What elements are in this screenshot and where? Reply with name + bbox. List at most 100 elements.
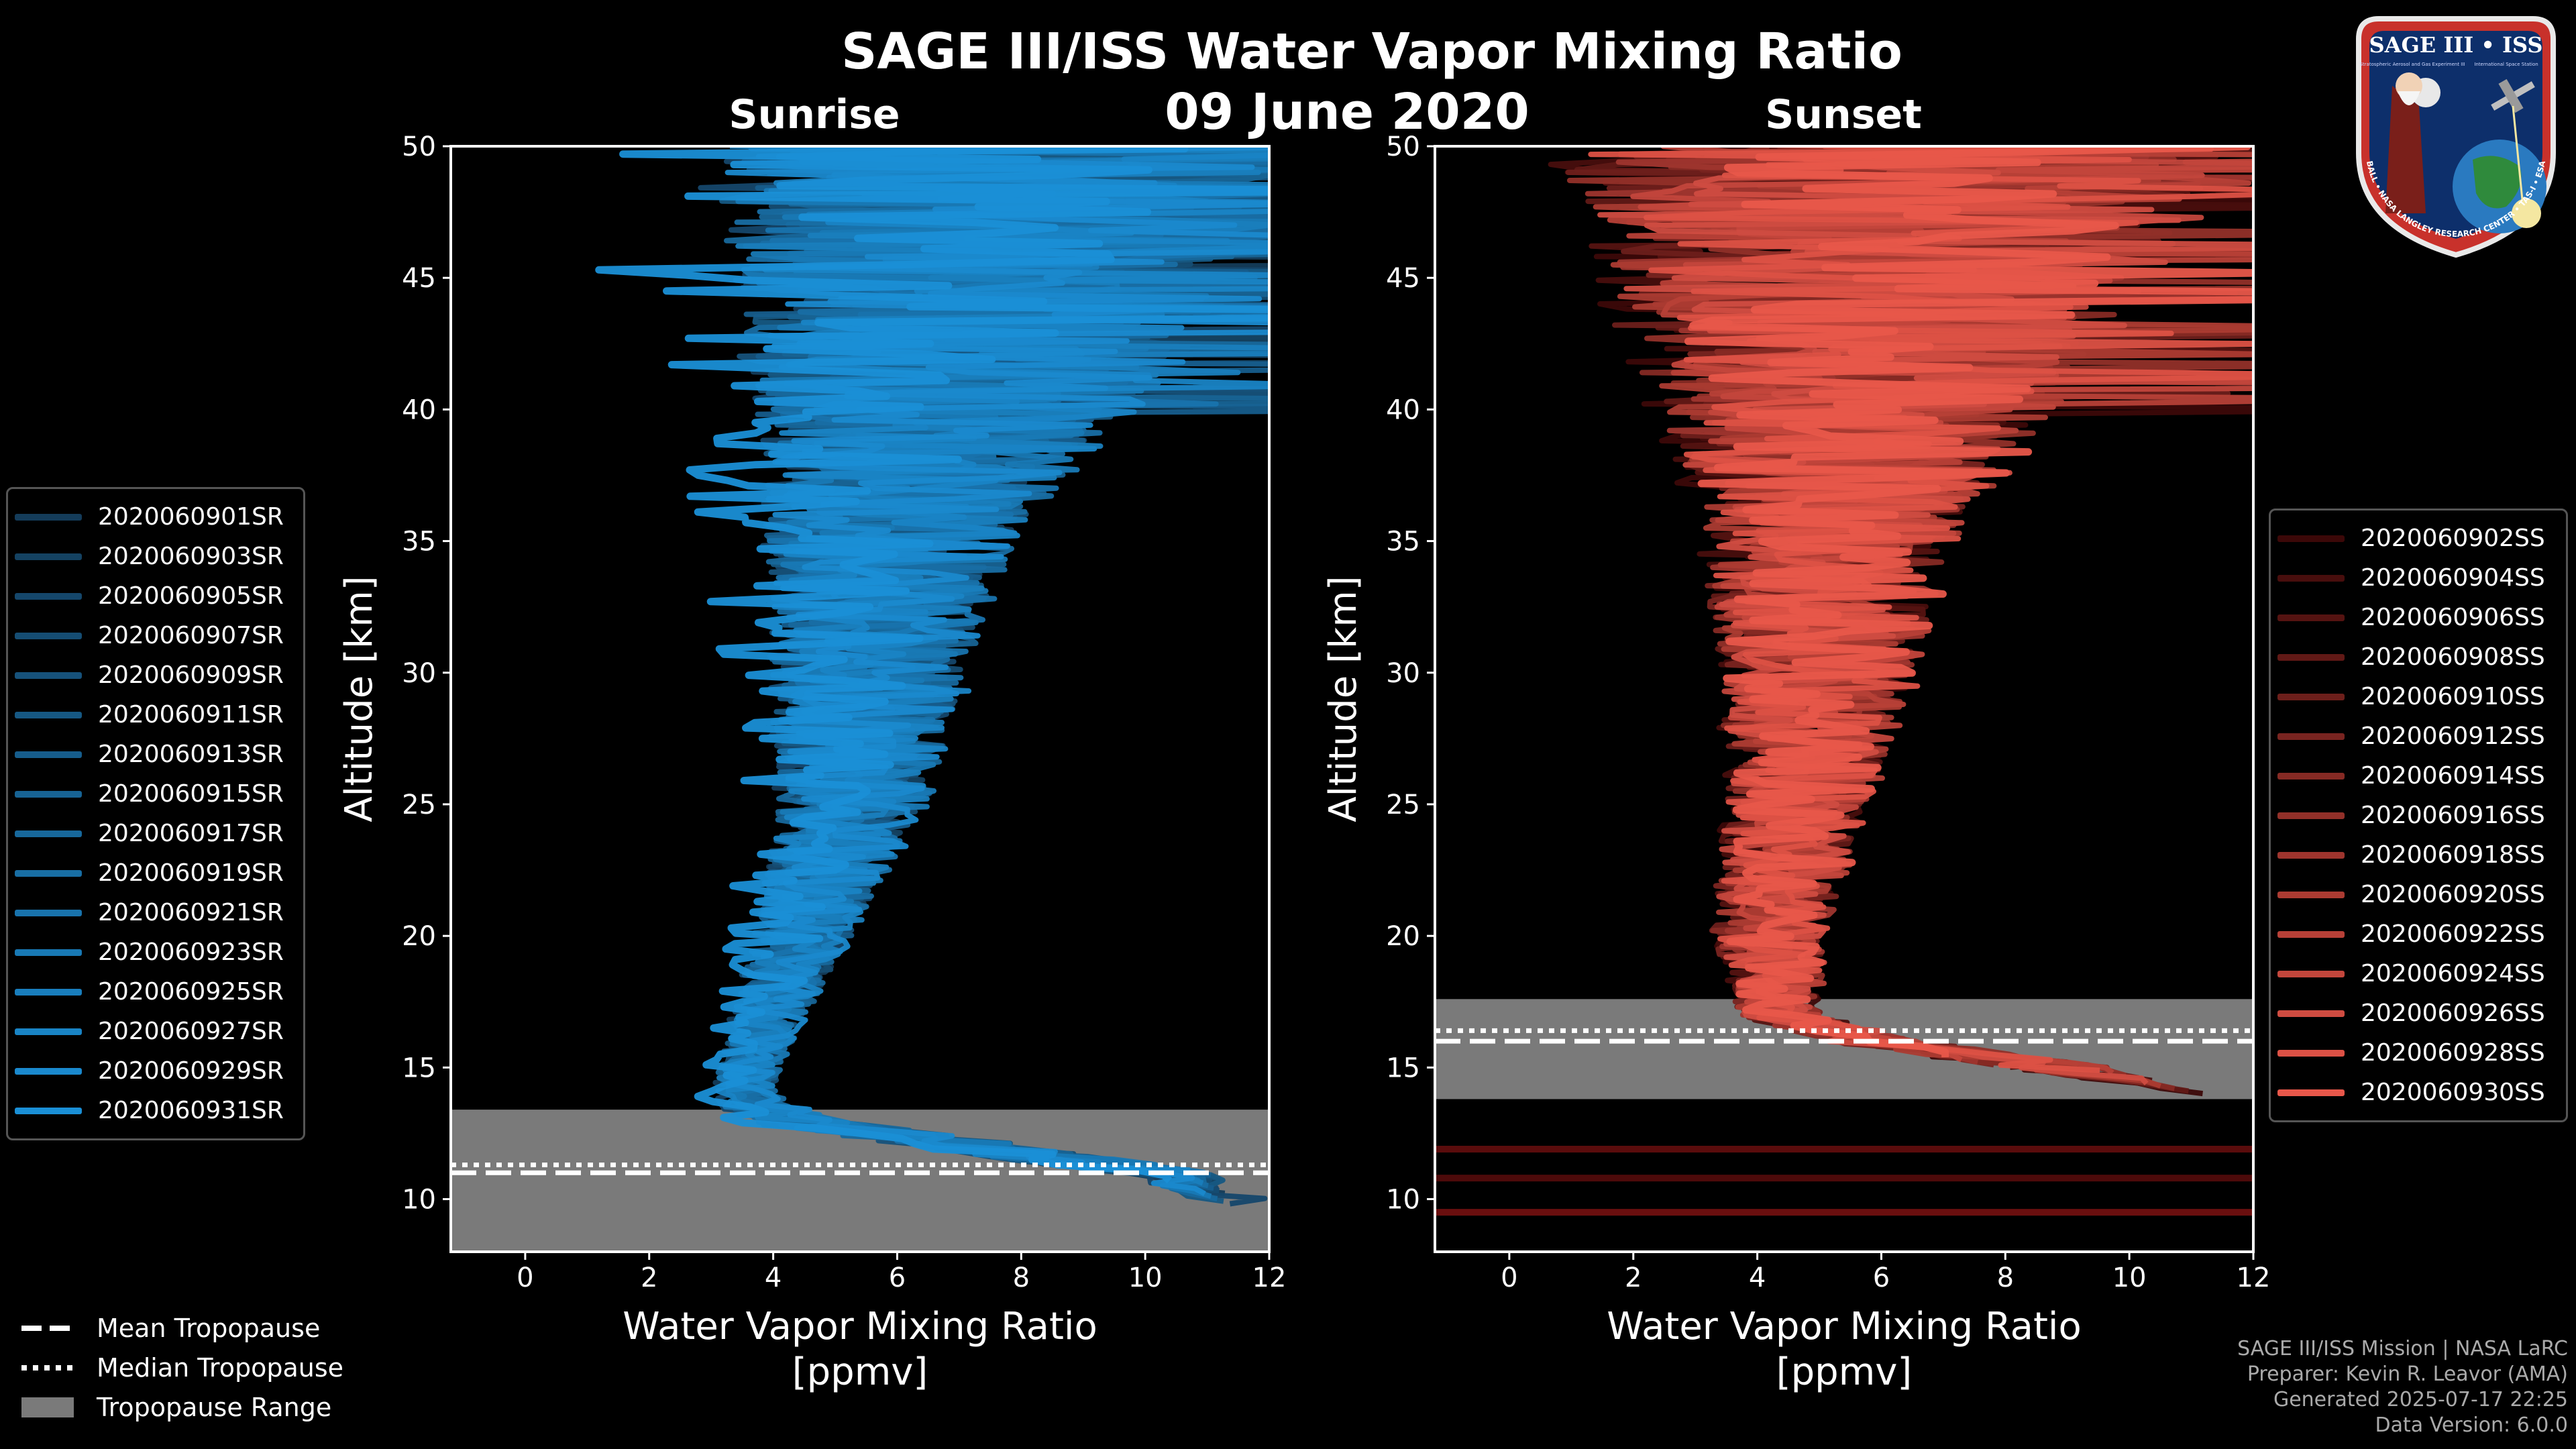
median-tropopause-swatch (21, 1364, 74, 1371)
sunset-legend-item: 2020060902SS (2277, 519, 2559, 558)
sunset-legend-item: 2020060904SS (2277, 558, 2559, 598)
sunset-legend-swatch (2277, 733, 2345, 740)
sunset-legend-swatch (2277, 970, 2345, 977)
tropopause-range-swatch (21, 1397, 74, 1417)
sunset-legend-label: 2020060910SS (2361, 683, 2545, 710)
sunrise-legend-item: 2020060929SR (15, 1051, 297, 1091)
sunrise-legend-item: 2020060921SR (15, 893, 297, 932)
sunset-legend-label: 2020060920SS (2361, 881, 2545, 908)
sunrise-legend-swatch (15, 909, 82, 916)
sunset-legend-swatch (2277, 535, 2345, 542)
mean-tropopause-label: Mean Tropopause (97, 1313, 321, 1343)
median-tropopause-label: Median Tropopause (97, 1352, 343, 1383)
sunrise-legend-item: 2020060931SR (15, 1091, 297, 1130)
sunrise-legend-item: 2020060919SR (15, 853, 297, 893)
sunset-legend-item: 2020060930SS (2277, 1073, 2559, 1112)
sunset-y-tick-label: 25 (1386, 790, 1420, 820)
sunrise-legend-swatch (15, 553, 82, 560)
sunrise-x-tick-label: 8 (1013, 1263, 1030, 1293)
sunrise-series-group (451, 146, 1269, 1252)
sunset-legend-label: 2020060928SS (2361, 1039, 2545, 1067)
footer-preparer: Preparer: Kevin R. Leavor (AMA) (2247, 1362, 2568, 1386)
sunset-x-axis-unit: [ppmv] (1776, 1350, 1912, 1394)
sunrise-legend-swatch (15, 632, 82, 639)
sunrise-y-tick-label: 20 (402, 921, 436, 952)
tropopause-legend-range: Tropopause Range (20, 1387, 343, 1427)
sunrise-legend-label: 2020060915SR (98, 780, 284, 808)
sunrise-y-tick-label: 10 (402, 1185, 436, 1216)
sunset-y-tick-label: 10 (1386, 1185, 1420, 1216)
sunset-x-axis-label: Water Vapor Mixing Ratio (1607, 1305, 2081, 1348)
sunrise-legend-item: 2020060917SR (15, 814, 297, 853)
sunset-legend-swatch (2277, 891, 2345, 898)
sunset-legend-item: 2020060918SS (2277, 835, 2559, 875)
sunrise-legend-item: 2020060925SR (15, 972, 297, 1012)
sunrise-legend-swatch (15, 1067, 82, 1075)
sunset-legend-swatch (2277, 812, 2345, 819)
sunset-y-axis-label: Altitude [km] (1322, 576, 1365, 822)
sunset-legend-label: 2020060912SS (2361, 722, 2545, 750)
sunset-legend-swatch (2277, 653, 2345, 661)
sunrise-legend: 2020060901SR 2020060903SR 2020060905SR 2020… (6, 487, 305, 1140)
sunrise-y-tick-label: 35 (402, 527, 436, 557)
sunset-legend-swatch (2277, 1089, 2345, 1096)
footer-generated: Generated 2025-07-17 22:25 (2273, 1388, 2568, 1411)
sunset-legend-item: 2020060906SS (2277, 598, 2559, 637)
sunrise-legend-swatch (15, 1107, 82, 1114)
sunrise-legend-swatch (15, 1028, 82, 1035)
sunrise-y-tick-label: 50 (402, 131, 436, 162)
sunset-legend-swatch (2277, 1010, 2345, 1017)
sunrise-x-tick-label: 4 (765, 1263, 782, 1293)
sunrise-legend-label: 2020060911SR (98, 701, 284, 729)
sunset-y-tick-label: 35 (1386, 527, 1420, 557)
sunrise-legend-swatch (15, 830, 82, 837)
sunrise-legend-item: 2020060903SR (15, 537, 297, 576)
sunset-legend-item: 2020060922SS (2277, 914, 2559, 954)
sunset-legend-label: 2020060918SS (2361, 841, 2545, 869)
sunrise-legend-swatch (15, 869, 82, 877)
sunset-legend-label: 2020060924SS (2361, 960, 2545, 987)
sunset-plot-area: 0 2 4 6 8 10 12 10 15 20 25 30 35 40 45 50 Water Vapor M… (1322, 131, 2271, 1394)
sunset-y-tick-label: 15 (1386, 1053, 1420, 1083)
sunrise-x-tick-label: 2 (641, 1263, 657, 1293)
sunrise-y-tick-label: 45 (402, 263, 436, 294)
sunrise-legend-swatch (15, 711, 82, 718)
sunrise-legend-swatch (15, 672, 82, 679)
sunset-legend-label: 2020060926SS (2361, 1000, 2545, 1027)
sunset-x-tick-label: 12 (2237, 1263, 2271, 1293)
sunrise-series-16 (595, 146, 1269, 1184)
sunrise-legend-item: 2020060909SR (15, 655, 297, 695)
sunset-panel-title: Sunset (1765, 91, 1922, 138)
sunset-legend-label: 2020060914SS (2361, 762, 2545, 790)
sunrise-legend-label: 2020060931SR (98, 1097, 284, 1124)
sunset-x-tick-label: 8 (1997, 1263, 2014, 1293)
logo-title: SAGE III • ISS (2369, 32, 2543, 58)
sunset-y-tick-label: 30 (1386, 658, 1420, 689)
sunrise-legend-item: 2020060913SR (15, 735, 297, 774)
tropopause-legend: Mean Tropopause Median Tropopause Tropop… (20, 1308, 343, 1427)
sunrise-legend-label: 2020060919SR (98, 859, 284, 887)
sunset-legend-label: 2020060922SS (2361, 920, 2545, 948)
sage-iii-iss-logo: SAGE III • ISS Stratospheric Aerosol and… (2356, 16, 2556, 258)
sunset-legend-item: 2020060928SS (2277, 1033, 2559, 1073)
sunrise-legend-label: 2020060917SR (98, 820, 284, 847)
sunset-legend-label: 2020060906SS (2361, 604, 2545, 631)
sunrise-x-axis-unit: [ppmv] (792, 1350, 928, 1394)
tropopause-legend-median: Median Tropopause (20, 1348, 343, 1387)
sunrise-legend-item: 2020060905SR (15, 576, 297, 616)
sunrise-x-axis-label: Water Vapor Mixing Ratio (623, 1305, 1097, 1348)
sunset-series-group (1435, 146, 2253, 1216)
sunrise-legend-item: 2020060911SR (15, 695, 297, 735)
sunrise-y-tick-label: 25 (402, 790, 436, 820)
sunrise-x-tick-label: 12 (1252, 1263, 1287, 1293)
sunrise-legend-label: 2020060901SR (98, 503, 284, 531)
sunrise-legend-item: 2020060907SR (15, 616, 297, 655)
tropopause-legend-mean: Mean Tropopause (20, 1308, 343, 1348)
sunrise-legend-item: 2020060927SR (15, 1012, 297, 1051)
tropopause-range-label: Tropopause Range (97, 1392, 332, 1422)
sunset-legend-label: 2020060904SS (2361, 564, 2545, 592)
logo-subtitle-2: International Space Station (2474, 62, 2538, 67)
sunrise-legend-label: 2020060903SR (98, 543, 284, 570)
sunrise-legend-swatch (15, 949, 82, 956)
sunset-legend-item: 2020060920SS (2277, 875, 2559, 914)
